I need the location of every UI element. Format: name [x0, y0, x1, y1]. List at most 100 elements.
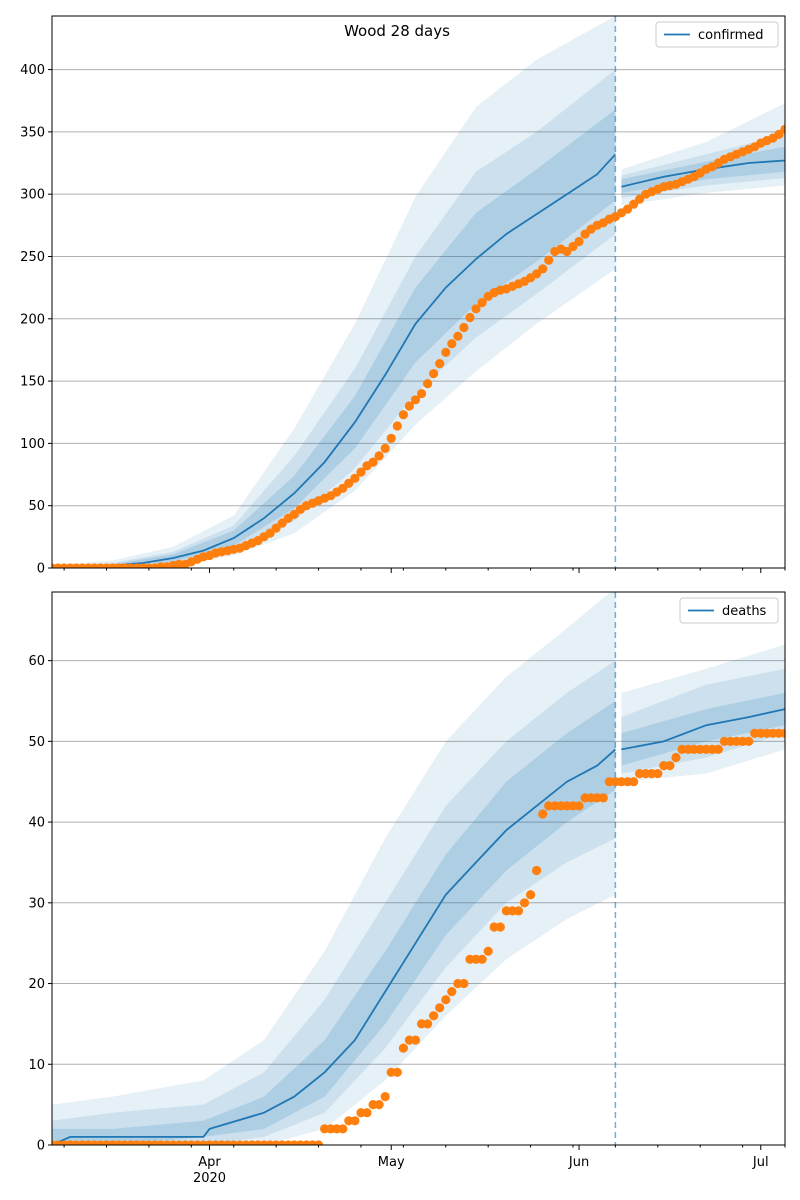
observed-point [362, 1108, 372, 1118]
observed-point [495, 922, 505, 932]
legend-label: deaths [722, 604, 767, 619]
model-line [52, 153, 617, 568]
observed-point [544, 255, 554, 265]
observed-point [459, 322, 469, 333]
observed-point [350, 473, 360, 483]
observed-point [410, 395, 421, 405]
observed-point [653, 769, 663, 779]
observed-point [344, 478, 354, 488]
observed-point [780, 728, 785, 738]
observed-point [635, 194, 645, 204]
observed-point [574, 236, 584, 247]
observed-point [368, 457, 378, 467]
observed-point [447, 987, 457, 997]
band-outer [52, 16, 616, 568]
x-year-label: 2020 [193, 1171, 226, 1186]
band-middle [621, 668, 785, 774]
model-line [621, 708, 785, 751]
observed-point [465, 312, 475, 323]
observed-point [519, 898, 530, 908]
observed-point [392, 421, 402, 431]
observed-point [793, 105, 800, 114]
observed-point [380, 1092, 390, 1102]
observed-point [392, 1067, 402, 1077]
observed-point [562, 246, 572, 257]
observed-point [453, 331, 463, 341]
panel-confirmed: 0 50 100 150 200 250 300 350 400 confirmed [20, 15, 800, 577]
observed-point [622, 204, 633, 214]
x-tick-label: Jun [568, 1155, 589, 1170]
observed-point [350, 1116, 360, 1126]
observed-point [538, 264, 548, 274]
observed-point [744, 736, 754, 747]
legend-label: confirmed [698, 28, 764, 43]
y-tick-label: 30 [28, 896, 45, 911]
y-tick-label: 0 [37, 562, 45, 577]
y-tick-label: 40 [28, 816, 45, 831]
observed-point [459, 978, 469, 989]
y-tick-label: 200 [20, 312, 45, 327]
observed-point [398, 410, 408, 420]
observed-point [277, 518, 287, 528]
band-inner [621, 692, 785, 766]
y-tick-label: 300 [20, 188, 45, 203]
band-outer [621, 103, 785, 206]
observed-point [713, 744, 724, 755]
observed-point [271, 523, 281, 533]
axes-frame [51, 15, 786, 569]
y-tick-label: 50 [28, 735, 45, 750]
observed-point [386, 433, 396, 443]
observed-point [441, 347, 451, 357]
legend: deaths [679, 597, 779, 624]
observed-point [380, 443, 390, 453]
observed-point [787, 115, 796, 124]
plot-area [52, 16, 800, 568]
observed-point [435, 359, 445, 369]
x-tick-label: Jul [752, 1155, 769, 1170]
legend-box [679, 597, 779, 624]
observed-point [447, 339, 457, 349]
observed-point [483, 946, 493, 956]
observed-point [435, 1003, 445, 1013]
observed-point [477, 298, 487, 308]
observed-point [429, 1011, 439, 1021]
x-tick-label: Apr [198, 1155, 221, 1170]
observed-point [598, 793, 608, 803]
y-tick-label: 60 [28, 654, 45, 669]
y-tick-label: 10 [28, 1058, 45, 1073]
figure-title: Wood 28 days [344, 22, 450, 40]
band-middle [52, 660, 616, 1145]
observed-point [423, 379, 433, 389]
y-tick-label: 350 [20, 125, 45, 140]
observed-point [787, 729, 796, 738]
observed-point [471, 304, 481, 314]
observed-point [423, 1019, 433, 1029]
model-line [52, 748, 616, 1145]
observed-point [532, 865, 542, 876]
y-tick-label: 0 [37, 1139, 45, 1154]
observed-point [398, 1043, 408, 1053]
y-tick-label: 50 [28, 499, 45, 514]
y-tick-label: 20 [28, 977, 45, 992]
observed-point [374, 1100, 384, 1110]
observed-point [416, 389, 427, 399]
legend-box [655, 21, 779, 48]
panel-deaths: 0 10 20 30 40 50 60 Apr May Jun Jul 2020 deaths [28, 591, 800, 1186]
y-tick-label: 100 [20, 437, 45, 452]
observed-point [429, 369, 439, 379]
legend: confirmed [655, 21, 779, 48]
band-inner [52, 109, 616, 568]
observed-point [441, 995, 451, 1005]
band-outer [52, 592, 616, 1145]
observed-point [538, 809, 548, 819]
observed-point [574, 801, 584, 811]
y-tick-label: 400 [20, 63, 45, 78]
observed-point [671, 752, 681, 763]
observed-point [526, 890, 536, 900]
observed-point [532, 269, 542, 279]
band-outer [621, 644, 785, 782]
observed-point [793, 729, 800, 738]
observed-point [313, 1140, 324, 1145]
observed-point [665, 761, 675, 771]
